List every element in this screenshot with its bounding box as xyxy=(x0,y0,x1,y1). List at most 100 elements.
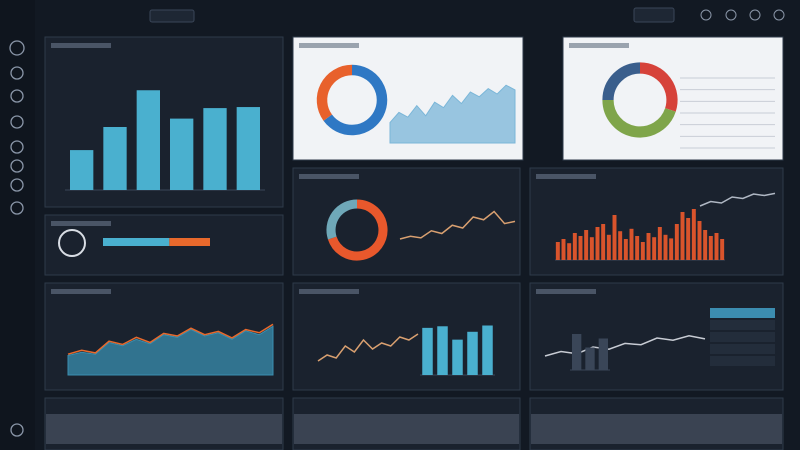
top-button[interactable] xyxy=(149,9,195,23)
top-button[interactable] xyxy=(633,7,675,23)
nav-icon[interactable] xyxy=(9,40,25,56)
bar xyxy=(567,243,572,260)
area xyxy=(67,325,274,376)
panel xyxy=(529,167,784,276)
donut-segment xyxy=(323,64,388,136)
bar xyxy=(595,227,600,260)
list-row xyxy=(710,344,775,354)
line xyxy=(67,323,274,355)
bar xyxy=(674,224,679,260)
nav-icon[interactable] xyxy=(10,201,24,215)
panel-header-bar xyxy=(536,289,596,294)
bar xyxy=(170,118,194,190)
top-icon[interactable] xyxy=(700,9,712,21)
donut-segment xyxy=(602,99,676,138)
table-header xyxy=(294,414,519,444)
panel-header-bar xyxy=(51,221,111,226)
bar xyxy=(578,236,583,260)
line xyxy=(699,192,776,207)
bar xyxy=(606,234,611,260)
panel-header-bar xyxy=(51,43,111,48)
panel-header-bar xyxy=(51,289,111,294)
panels xyxy=(44,36,784,450)
bar xyxy=(70,150,94,190)
bar xyxy=(703,230,708,260)
panel xyxy=(292,282,521,391)
bar xyxy=(236,107,260,190)
bar xyxy=(646,233,651,260)
bar xyxy=(686,218,691,260)
top-icons xyxy=(700,9,785,21)
bar xyxy=(584,230,589,260)
bar xyxy=(663,234,668,260)
bar xyxy=(585,347,595,370)
bar xyxy=(652,237,657,260)
panel-header-bar xyxy=(299,174,359,179)
bar xyxy=(452,339,463,375)
bar xyxy=(618,231,623,260)
panel-header-bar xyxy=(299,43,359,48)
list-row xyxy=(710,320,775,330)
donut-segment xyxy=(602,62,641,101)
list-row xyxy=(710,356,775,366)
bar xyxy=(572,334,582,370)
progress-segment xyxy=(103,238,170,246)
progress-segment xyxy=(169,238,210,246)
bar xyxy=(629,228,634,260)
status-ring xyxy=(58,229,86,257)
list-row xyxy=(710,308,775,318)
bar xyxy=(203,108,227,190)
line xyxy=(399,210,516,240)
panel xyxy=(292,167,521,276)
bar xyxy=(598,338,608,370)
bar xyxy=(680,212,685,260)
table-header xyxy=(531,414,782,444)
line xyxy=(317,333,419,362)
area xyxy=(389,84,516,144)
top-icon[interactable] xyxy=(725,9,737,21)
nav-icon[interactable] xyxy=(10,159,24,173)
bar xyxy=(623,239,628,260)
panel-header-bar xyxy=(569,43,629,48)
nav-icon[interactable] xyxy=(10,66,24,80)
bar xyxy=(601,224,606,260)
bar xyxy=(669,238,674,260)
nav-icon[interactable] xyxy=(10,115,24,129)
bar xyxy=(635,236,640,260)
bar xyxy=(555,242,560,260)
bar xyxy=(136,90,160,190)
nav-icon[interactable] xyxy=(10,89,24,103)
bar xyxy=(467,331,478,375)
top-icon[interactable] xyxy=(773,9,785,21)
bar xyxy=(657,227,662,260)
sidebar-icons xyxy=(9,40,25,437)
donut-segment xyxy=(316,64,353,121)
bar xyxy=(640,242,645,260)
bar xyxy=(437,326,448,375)
bar xyxy=(589,237,594,260)
bar xyxy=(691,209,696,260)
nav-icon[interactable] xyxy=(10,178,24,192)
bar xyxy=(422,327,433,375)
bar xyxy=(103,127,127,190)
bar xyxy=(612,215,617,260)
bar xyxy=(561,239,566,260)
bar xyxy=(714,233,719,260)
list-row xyxy=(710,332,775,342)
table-header xyxy=(46,414,282,444)
nav-icon[interactable] xyxy=(10,423,24,437)
donut-segment xyxy=(639,62,678,112)
bar xyxy=(482,325,493,375)
bar xyxy=(572,233,577,260)
nav-icon[interactable] xyxy=(10,140,24,154)
donut-segment xyxy=(326,199,358,240)
line xyxy=(544,334,706,357)
panel-header-bar xyxy=(299,289,359,294)
bar xyxy=(708,236,713,260)
top-icon[interactable] xyxy=(749,9,761,21)
sidebar xyxy=(0,0,35,450)
donut-segment xyxy=(327,199,388,261)
panel-header-bar xyxy=(536,174,596,179)
